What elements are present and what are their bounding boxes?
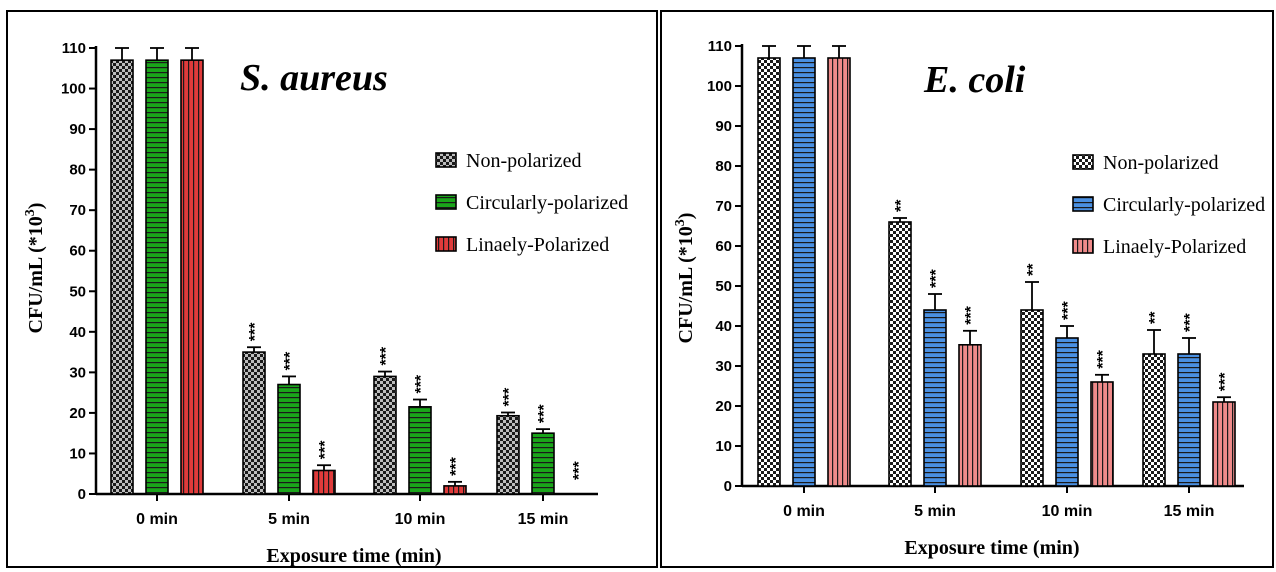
significance-label: *** [282, 351, 299, 370]
bar-linaely-polarized-1 [312, 469, 336, 495]
bar-linaely-polarized-0 [180, 59, 204, 495]
x-tick-label: 5 min [914, 503, 956, 520]
significance-label: *** [963, 305, 980, 324]
legend-swatch [435, 194, 457, 210]
bar-non-polarized-1 [888, 221, 912, 487]
chart-e-coli: 0 10 20 30 40 50 60 70 80 90 100 110 0 min 5 min 10 mi… [673, 38, 1265, 559]
significance-label: ** [1147, 311, 1164, 324]
legend-swatch [1072, 238, 1094, 254]
bar-non-polarized-3 [1142, 353, 1166, 487]
bar-linaely-polarized-3 [1212, 401, 1236, 487]
y-tick-label: 60 [69, 243, 86, 260]
significance-label: ** [893, 199, 910, 212]
significance-label: *** [317, 440, 334, 459]
bar-circularly-polarized-0 [792, 57, 816, 487]
bar-circularly-polarized-3 [531, 432, 555, 495]
bar-non-polarized-2 [373, 375, 397, 495]
y-tick-label: 80 [69, 162, 86, 179]
chart-panel-s-aureus: 0 10 20 30 40 50 60 70 80 90 100 110 0 min 5 min 10 mi… [6, 10, 658, 568]
significance-label: *** [247, 322, 264, 341]
y-tick-label: 60 [715, 238, 732, 255]
y-tick-label: 100 [61, 81, 86, 98]
y-tick-label: 30 [715, 358, 732, 375]
legend-swatch [1072, 154, 1094, 170]
y-tick-label: 20 [715, 398, 732, 415]
x-tick-label: 10 min [1042, 503, 1093, 520]
y-tick-label: 80 [715, 158, 732, 175]
x-tick-label: 15 min [1164, 503, 1215, 520]
x-axis-title: Exposure time (min) [904, 537, 1079, 559]
y-tick-label: 70 [715, 198, 732, 215]
bar-circularly-polarized-1 [923, 309, 947, 487]
y-tick-label: 40 [715, 318, 732, 335]
bar-circularly-polarized-0 [145, 59, 169, 495]
significance-label: *** [928, 269, 945, 288]
y-tick-label: 90 [715, 118, 732, 135]
bar-linaely-polarized-0 [827, 57, 851, 487]
y-tick-label: 90 [69, 121, 86, 138]
chart-title: S. aureus [240, 57, 388, 99]
chart-title: E. coli [923, 59, 1026, 101]
significance-label: *** [1060, 301, 1077, 320]
bar-non-polarized-1 [242, 351, 266, 495]
bar-non-polarized-0 [757, 57, 781, 487]
y-tick-label: 70 [69, 202, 86, 219]
x-tick-label: 0 min [783, 503, 825, 520]
legend-label: Linaely-Polarized [466, 234, 609, 256]
chart-s-aureus: 0 10 20 30 40 50 60 70 80 90 100 110 0 min 5 min 10 mi… [23, 40, 628, 566]
y-tick-label: 50 [69, 283, 86, 300]
x-axis-title: Exposure time (min) [266, 545, 441, 566]
y-tick-label: 50 [715, 278, 732, 295]
y-tick-label: 40 [69, 324, 86, 341]
legend-swatch [435, 152, 457, 168]
x-tick-label: 15 min [518, 511, 569, 528]
legend-label: Circularly-polarized [1103, 194, 1265, 216]
significance-label: *** [1182, 313, 1199, 332]
significance-label: *** [571, 461, 588, 480]
bar-circularly-polarized-3 [1177, 353, 1201, 487]
legend-label: Non-polarized [466, 150, 582, 172]
bar-non-polarized-3 [496, 414, 520, 495]
y-tick-label: 110 [708, 38, 732, 55]
y-tick-label: 0 [724, 478, 732, 495]
significance-label: ** [1025, 263, 1042, 276]
legend-label: Non-polarized [1103, 152, 1219, 174]
y-axis-title: CFU/mL (*103) [673, 213, 697, 344]
legend-swatch [435, 236, 457, 252]
bar-linaely-polarized-1 [958, 343, 982, 487]
legend-label: Circularly-polarized [466, 192, 628, 214]
y-tick-label: 0 [78, 486, 86, 503]
x-tick-label: 10 min [395, 511, 446, 528]
bar-circularly-polarized-2 [408, 406, 432, 495]
significance-label: *** [1217, 372, 1234, 391]
significance-label: *** [1095, 349, 1112, 368]
legend-label: Linaely-Polarized [1103, 236, 1246, 258]
y-tick-label: 100 [707, 78, 732, 95]
y-tick-label: 10 [715, 438, 732, 455]
y-tick-label: 30 [69, 364, 86, 381]
y-axis-title: CFU/mL (*103) [23, 203, 47, 334]
legend-swatch [1072, 196, 1094, 212]
x-tick-label: 5 min [268, 511, 310, 528]
y-tick-label: 10 [69, 445, 86, 462]
y-tick-label: 110 [62, 40, 86, 57]
bar-linaely-polarized-2 [443, 485, 467, 495]
bar-non-polarized-0 [110, 59, 134, 495]
significance-label: *** [448, 456, 465, 475]
x-tick-label: 0 min [136, 511, 178, 528]
significance-label: *** [378, 346, 395, 365]
chart-panel-e-coli: 0 10 20 30 40 50 60 70 80 90 100 110 0 min 5 min 10 mi… [660, 10, 1274, 568]
significance-label: *** [501, 387, 518, 406]
significance-label: *** [413, 374, 430, 393]
bar-linaely-polarized-2 [1090, 381, 1114, 487]
bar-circularly-polarized-1 [277, 383, 301, 495]
significance-label: *** [536, 404, 553, 423]
bar-circularly-polarized-2 [1055, 337, 1079, 487]
y-tick-label: 20 [69, 405, 86, 422]
bar-non-polarized-2 [1020, 309, 1044, 487]
